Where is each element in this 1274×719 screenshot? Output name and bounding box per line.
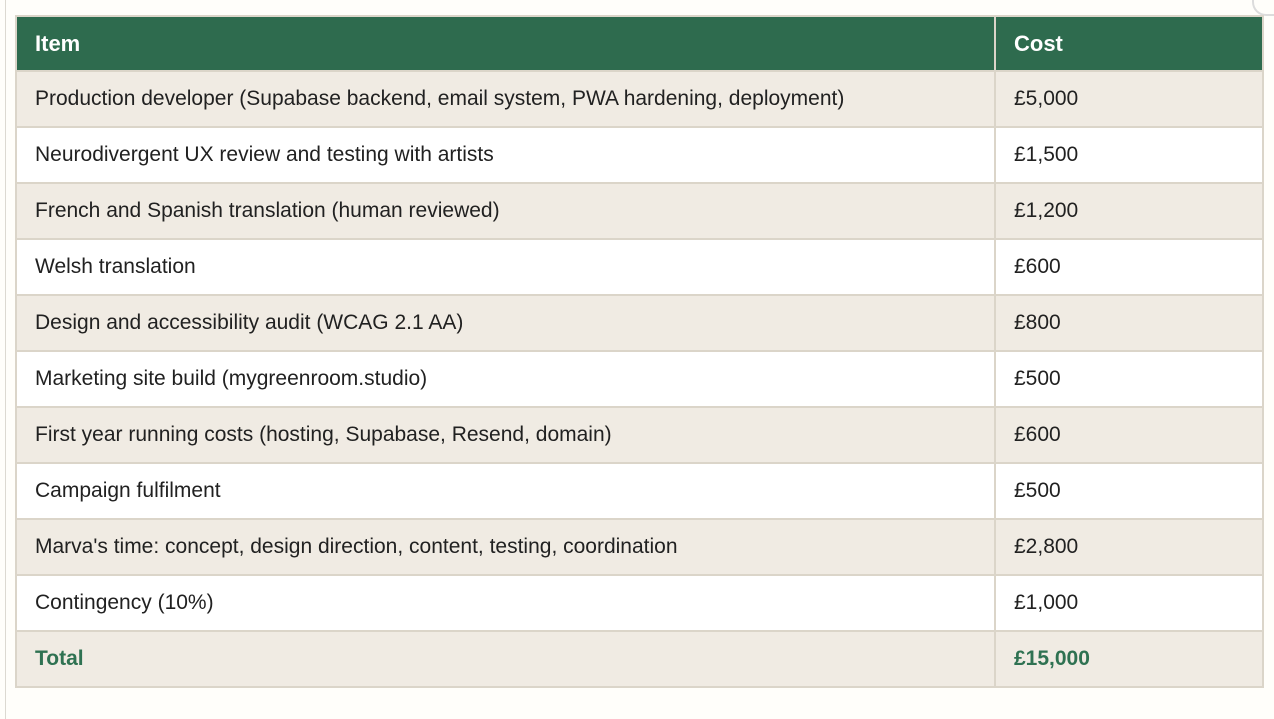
cost-cell: £800 — [994, 294, 1264, 352]
item-cell: Contingency (10%) — [15, 574, 996, 632]
item-cell: Production developer (Supabase backend, … — [15, 70, 996, 128]
budget-table: Item Cost Production developer (Supabase… — [15, 15, 1264, 688]
total-cost: £15,000 — [994, 630, 1264, 688]
table-row: Neurodivergent UX review and testing wit… — [15, 126, 1264, 184]
item-cell: Welsh translation — [15, 238, 996, 296]
table-row: Marketing site build (mygreenroom.studio… — [15, 350, 1264, 408]
column-header-item: Item — [15, 15, 996, 72]
item-cell: French and Spanish translation (human re… — [15, 182, 996, 240]
cost-cell: £500 — [994, 462, 1264, 520]
item-cell: Marva's time: concept, design direction,… — [15, 518, 996, 576]
table-row: Contingency (10%) £1,000 — [15, 574, 1264, 632]
item-cell: Neurodivergent UX review and testing wit… — [15, 126, 996, 184]
cost-cell: £5,000 — [994, 70, 1264, 128]
cost-cell: £1,500 — [994, 126, 1264, 184]
table-row: Welsh translation £600 — [15, 238, 1264, 296]
header-row: Item Cost — [15, 15, 1264, 72]
total-label: Total — [15, 630, 996, 688]
item-cell: Campaign fulfilment — [15, 462, 996, 520]
cost-cell: £600 — [994, 238, 1264, 296]
budget-table-footer: Total £15,000 — [15, 630, 1264, 688]
cost-cell: £500 — [994, 350, 1264, 408]
column-header-cost: Cost — [994, 15, 1264, 72]
item-cell: Design and accessibility audit (WCAG 2.1… — [15, 294, 996, 352]
table-row: Design and accessibility audit (WCAG 2.1… — [15, 294, 1264, 352]
cost-cell: £1,000 — [994, 574, 1264, 632]
table-row: First year running costs (hosting, Supab… — [15, 406, 1264, 464]
budget-table-header: Item Cost — [15, 15, 1264, 72]
cost-cell: £2,800 — [994, 518, 1264, 576]
page-edge-divider — [5, 0, 6, 719]
budget-table-body: Production developer (Supabase backend, … — [15, 70, 1264, 632]
total-row: Total £15,000 — [15, 630, 1264, 688]
item-cell: Marketing site build (mygreenroom.studio… — [15, 350, 996, 408]
table-row: Production developer (Supabase backend, … — [15, 70, 1264, 128]
floating-panel-corner — [1252, 0, 1274, 16]
table-row: Marva's time: concept, design direction,… — [15, 518, 1264, 576]
item-cell: First year running costs (hosting, Supab… — [15, 406, 996, 464]
cost-cell: £1,200 — [994, 182, 1264, 240]
table-row: Campaign fulfilment £500 — [15, 462, 1264, 520]
table-row: French and Spanish translation (human re… — [15, 182, 1264, 240]
cost-cell: £600 — [994, 406, 1264, 464]
